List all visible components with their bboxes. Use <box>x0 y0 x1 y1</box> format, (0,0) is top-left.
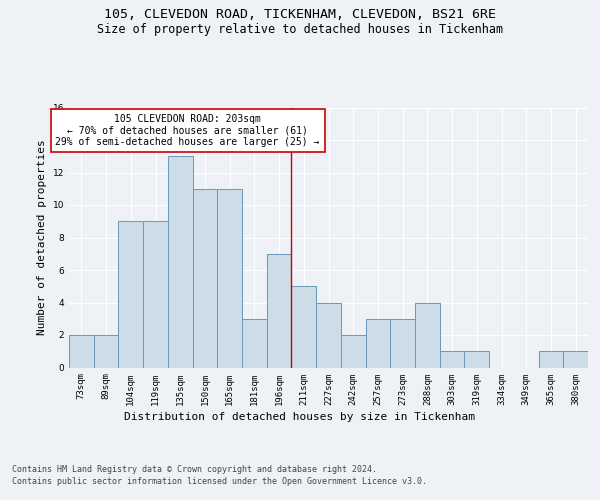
Text: Contains HM Land Registry data © Crown copyright and database right 2024.: Contains HM Land Registry data © Crown c… <box>12 465 377 474</box>
Text: Distribution of detached houses by size in Tickenham: Distribution of detached houses by size … <box>125 412 476 422</box>
Bar <box>292 286 316 368</box>
Bar <box>539 351 563 368</box>
Text: Size of property relative to detached houses in Tickenham: Size of property relative to detached ho… <box>97 22 503 36</box>
Bar <box>415 302 440 368</box>
Bar <box>440 351 464 368</box>
Bar <box>69 335 94 368</box>
Bar <box>390 319 415 368</box>
Y-axis label: Number of detached properties: Number of detached properties <box>37 140 47 336</box>
Bar <box>242 319 267 368</box>
Bar <box>365 319 390 368</box>
Text: 105 CLEVEDON ROAD: 203sqm
← 70% of detached houses are smaller (61)
29% of semi-: 105 CLEVEDON ROAD: 203sqm ← 70% of detac… <box>55 114 320 147</box>
Bar <box>341 335 365 368</box>
Text: Contains public sector information licensed under the Open Government Licence v3: Contains public sector information licen… <box>12 478 427 486</box>
Bar <box>193 188 217 368</box>
Bar <box>217 188 242 368</box>
Bar <box>168 156 193 368</box>
Bar <box>94 335 118 368</box>
Bar <box>464 351 489 368</box>
Bar <box>267 254 292 368</box>
Text: 105, CLEVEDON ROAD, TICKENHAM, CLEVEDON, BS21 6RE: 105, CLEVEDON ROAD, TICKENHAM, CLEVEDON,… <box>104 8 496 20</box>
Bar <box>563 351 588 368</box>
Bar <box>118 221 143 368</box>
Bar <box>316 302 341 368</box>
Bar <box>143 221 168 368</box>
